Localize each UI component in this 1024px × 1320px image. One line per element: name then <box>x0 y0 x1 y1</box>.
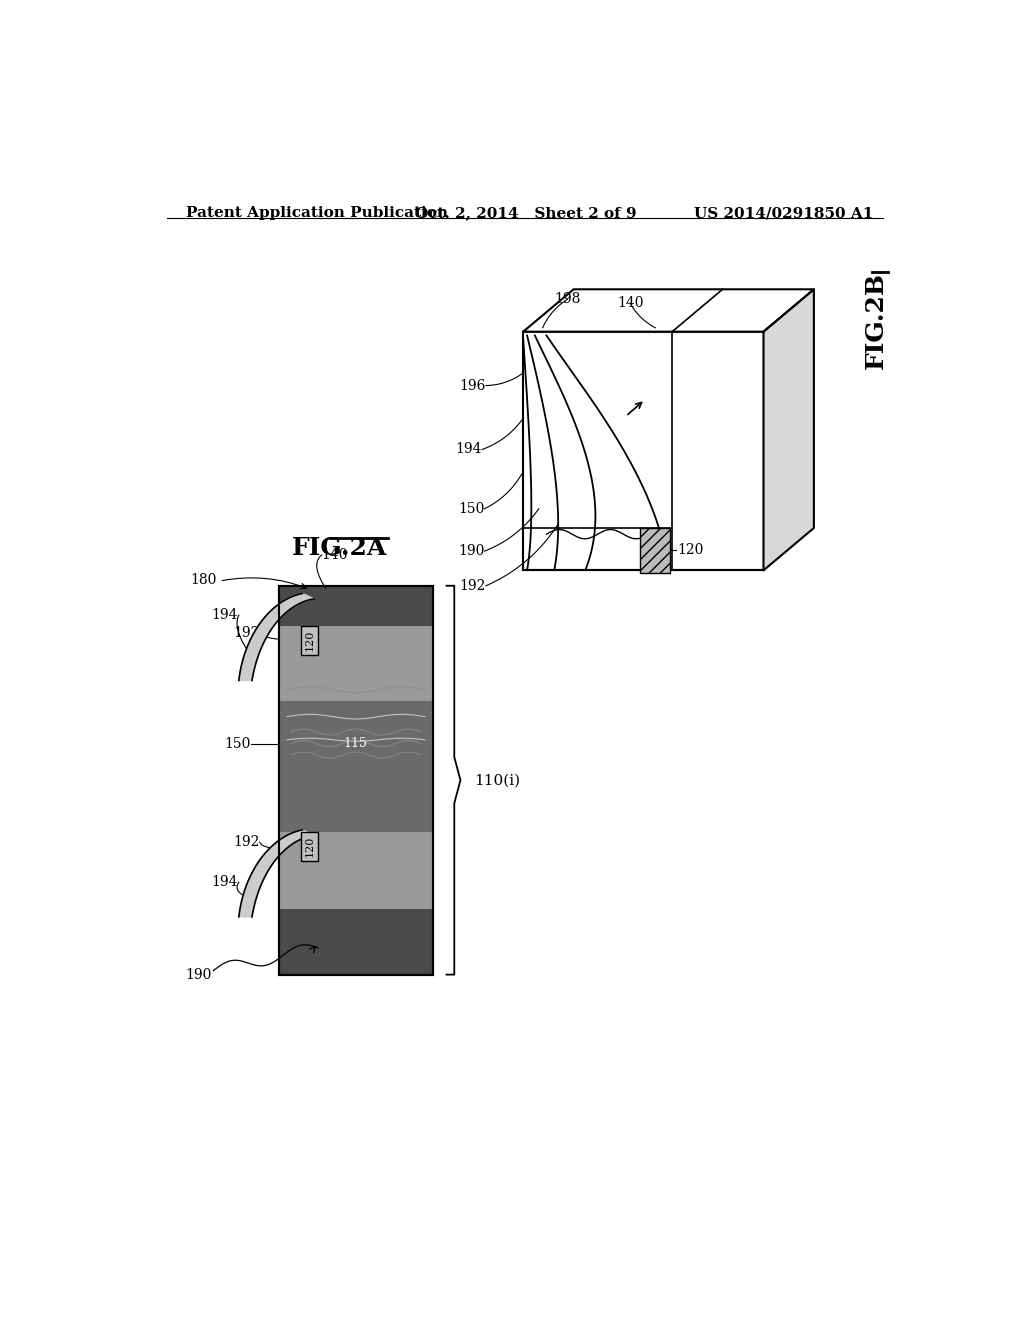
Text: Oct. 2, 2014   Sheet 2 of 9: Oct. 2, 2014 Sheet 2 of 9 <box>415 206 636 220</box>
Text: 192: 192 <box>460 578 486 593</box>
Text: 115: 115 <box>344 737 368 750</box>
Bar <box>301 832 317 862</box>
Bar <box>280 586 432 974</box>
Bar <box>523 331 764 570</box>
Text: 120: 120 <box>678 544 705 557</box>
Bar <box>523 331 764 570</box>
Bar <box>280 586 432 974</box>
Polygon shape <box>239 594 314 681</box>
Bar <box>301 626 317 655</box>
Text: 180: 180 <box>190 573 217 587</box>
Text: 194: 194 <box>212 609 238 622</box>
Text: 198: 198 <box>554 292 581 306</box>
Text: FIG.2B: FIG.2B <box>863 272 888 370</box>
Text: 150: 150 <box>458 502 484 516</box>
Text: 140: 140 <box>616 296 643 310</box>
Text: Patent Application Publication: Patent Application Publication <box>186 206 449 220</box>
Text: 120: 120 <box>304 630 314 651</box>
Text: 194: 194 <box>212 875 238 890</box>
Text: 120: 120 <box>304 836 314 858</box>
Text: 190: 190 <box>185 968 212 982</box>
Text: 190: 190 <box>458 544 484 558</box>
Text: 140: 140 <box>322 548 348 562</box>
Bar <box>280 626 432 701</box>
Bar <box>640 528 670 573</box>
Bar <box>280 701 432 832</box>
Text: 194: 194 <box>456 442 482 457</box>
Text: 150: 150 <box>224 737 251 751</box>
Bar <box>280 832 432 909</box>
Text: 192: 192 <box>233 627 260 640</box>
Text: 110(i): 110(i) <box>474 774 520 787</box>
Polygon shape <box>239 830 314 917</box>
Text: FIG.2A: FIG.2A <box>292 536 388 560</box>
Text: 192: 192 <box>233 836 260 849</box>
Polygon shape <box>523 289 814 331</box>
Text: 196: 196 <box>460 379 486 392</box>
Polygon shape <box>764 289 814 570</box>
Text: US 2014/0291850 A1: US 2014/0291850 A1 <box>693 206 873 220</box>
